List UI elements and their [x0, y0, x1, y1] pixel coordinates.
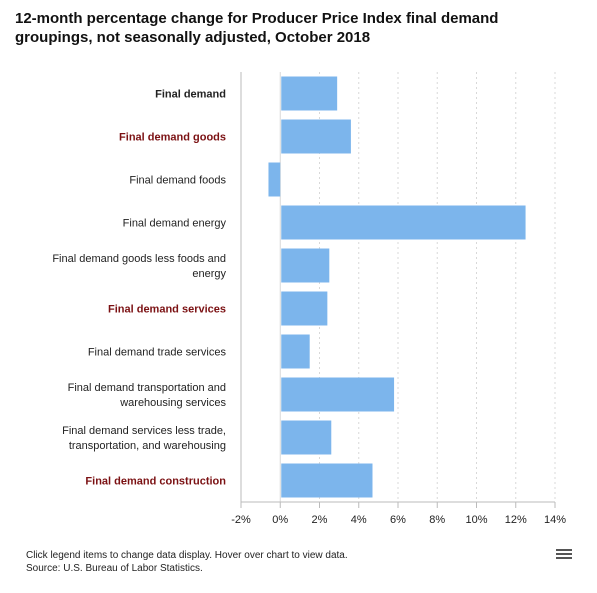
category-label[interactable]: Final demand transportation and warehousi… — [68, 382, 227, 409]
category-labels: Final demand Final demand goods Final dema… — [52, 89, 226, 488]
category-label[interactable]: Final demand services — [108, 304, 226, 316]
category-label[interactable]: Final demand energy — [123, 218, 227, 230]
x-tick-label: 4% — [351, 514, 367, 526]
bar-7[interactable] — [281, 377, 395, 412]
chart-title: 12-month percentage change for Producer … — [15, 10, 499, 46]
category-label[interactable]: Final demand foods — [129, 175, 226, 187]
category-label[interactable]: Final demand goods less foods and energy — [52, 253, 226, 280]
x-tick-label: 12% — [505, 514, 527, 526]
bar-chart[interactable]: Final demand Final demand goods Final dema… — [0, 0, 597, 540]
bar-5[interactable] — [281, 291, 328, 326]
chart-footer: Click legend items to change data displa… — [26, 549, 348, 575]
category-label[interactable]: Final demand trade services — [88, 347, 227, 359]
x-tick-label: 14% — [544, 514, 566, 526]
x-tick-label: -2% — [231, 514, 251, 526]
category-label[interactable]: Final demand services less trade, transpo… — [62, 425, 226, 452]
bar-0[interactable] — [281, 76, 338, 111]
bar-8[interactable] — [281, 420, 332, 455]
bar-9[interactable] — [281, 463, 373, 498]
bar-4[interactable] — [281, 248, 330, 283]
bar-3[interactable] — [281, 205, 526, 240]
bars[interactable] — [268, 76, 526, 498]
x-tick-label: 6% — [390, 514, 406, 526]
x-tick-label: 8% — [429, 514, 445, 526]
footer-note: Click legend items to change data displa… — [26, 550, 348, 561]
x-axis-ticks: -2% 0% 2% 4% 6% 8% 10% 12% 14% — [231, 502, 566, 526]
x-tick-label: 10% — [465, 514, 487, 526]
category-label[interactable]: Final demand — [155, 89, 226, 101]
hamburger-menu-icon[interactable] — [556, 547, 572, 563]
x-tick-label: 0% — [272, 514, 288, 526]
category-label[interactable]: Final demand construction — [85, 476, 226, 488]
bar-1[interactable] — [281, 119, 351, 154]
bar-6[interactable] — [281, 334, 310, 369]
bar-2[interactable] — [268, 162, 281, 197]
x-tick-label: 2% — [312, 514, 328, 526]
footer-source: Source: U.S. Bureau of Labor Statistics. — [26, 563, 203, 574]
category-label[interactable]: Final demand goods — [119, 132, 226, 144]
